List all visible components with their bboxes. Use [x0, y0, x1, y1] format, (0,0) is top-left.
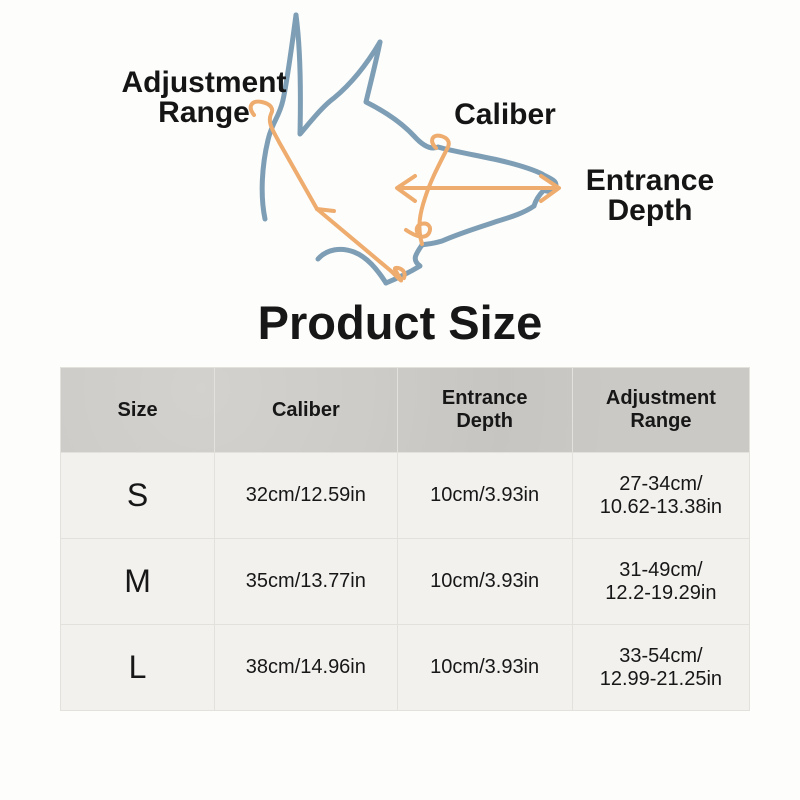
svg-text:Range: Range	[158, 96, 250, 129]
svg-text:Caliber: Caliber	[454, 98, 556, 131]
svg-text:Adjustment: Adjustment	[122, 66, 287, 99]
svg-text:Entrance: Entrance	[586, 164, 714, 197]
svg-text:Depth: Depth	[608, 194, 693, 227]
